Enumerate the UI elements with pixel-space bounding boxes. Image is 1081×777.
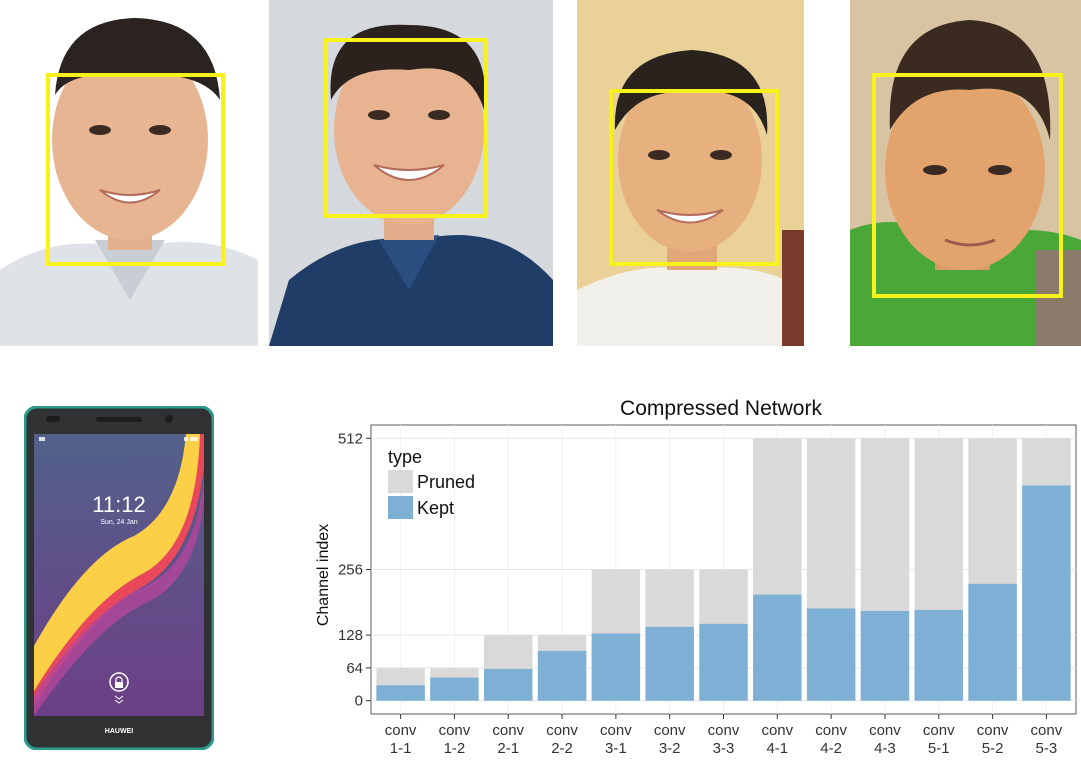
bar-kept bbox=[753, 594, 802, 701]
x-tick-label: conv bbox=[708, 722, 740, 739]
x-tick-label: conv bbox=[815, 722, 847, 739]
lock-screen-time: 11:12 bbox=[92, 492, 145, 517]
lock-screen-date: Sun, 24 Jan bbox=[100, 519, 137, 526]
bar-kept bbox=[968, 583, 1017, 701]
x-tick-label: 1-1 bbox=[390, 740, 412, 757]
x-tick-label: conv bbox=[385, 722, 417, 739]
bar-kept bbox=[860, 611, 910, 701]
smartphone-illustration: 11:12 Sun, 24 Jan HAUWEI bbox=[23, 405, 215, 751]
legend-swatch bbox=[388, 470, 413, 493]
x-tick-label: conv bbox=[869, 722, 901, 739]
legend-swatch bbox=[388, 496, 413, 519]
bar-kept bbox=[537, 650, 587, 701]
x-tick-label: 3-3 bbox=[713, 740, 735, 757]
face-bounding-box bbox=[872, 73, 1063, 298]
face-photo-4 bbox=[850, 0, 1081, 346]
chart-title: Compressed Network bbox=[620, 397, 822, 420]
y-axis: 0 64 128 256 512 bbox=[338, 430, 371, 710]
x-tick-label: 2-1 bbox=[497, 740, 519, 757]
legend-label: Kept bbox=[417, 498, 454, 518]
bars bbox=[376, 438, 1071, 701]
y-tick-label: 128 bbox=[338, 627, 363, 644]
x-tick-label: conv bbox=[600, 722, 632, 739]
x-tick-label: 3-2 bbox=[659, 740, 681, 757]
x-tick-label: conv bbox=[492, 722, 524, 739]
x-tick-label: 2-2 bbox=[551, 740, 573, 757]
x-tick-label: conv bbox=[546, 722, 578, 739]
bar-kept bbox=[376, 685, 425, 701]
y-tick-label: 64 bbox=[346, 660, 363, 677]
legend-title: type bbox=[388, 447, 422, 467]
x-axis: conv1-1conv1-2conv2-1conv2-2conv3-1conv3… bbox=[385, 714, 1063, 757]
x-tick-label: 4-2 bbox=[820, 740, 842, 757]
x-tick-label: 5-2 bbox=[982, 740, 1004, 757]
y-tick-label: 256 bbox=[338, 562, 363, 579]
bar-kept bbox=[430, 677, 479, 701]
x-tick-label: conv bbox=[761, 722, 793, 739]
face-bounding-box bbox=[609, 89, 779, 266]
x-tick-label: 5-3 bbox=[1036, 740, 1058, 757]
bar-kept bbox=[484, 668, 533, 701]
x-tick-label: conv bbox=[1031, 722, 1063, 739]
y-tick-label: 512 bbox=[338, 430, 363, 447]
bar-kept bbox=[591, 633, 641, 701]
bar-kept bbox=[699, 623, 748, 701]
x-tick-label: 4-3 bbox=[874, 740, 896, 757]
legend-label: Pruned bbox=[417, 472, 475, 492]
y-axis-label: Channel index bbox=[315, 524, 332, 626]
phone-brand: HAUWEI bbox=[105, 728, 133, 735]
x-tick-label: conv bbox=[439, 722, 471, 739]
face-photo-3 bbox=[577, 0, 804, 346]
bar-kept bbox=[914, 609, 963, 701]
x-tick-label: 5-1 bbox=[928, 740, 950, 757]
x-tick-label: conv bbox=[654, 722, 686, 739]
bar-kept bbox=[806, 608, 856, 701]
face-bounding-box bbox=[46, 73, 225, 266]
lock-icon[interactable] bbox=[109, 672, 129, 704]
x-tick-label: conv bbox=[977, 722, 1009, 739]
face-bounding-box bbox=[324, 38, 488, 218]
y-tick-label: 0 bbox=[355, 693, 363, 710]
legend: type Pruned Kept bbox=[388, 447, 475, 519]
x-tick-label: conv bbox=[923, 722, 955, 739]
face-photo-1 bbox=[0, 0, 258, 346]
face-photo-2 bbox=[269, 0, 553, 346]
x-tick-label: 4-1 bbox=[766, 740, 788, 757]
bar-kept bbox=[645, 626, 694, 701]
x-tick-label: 1-2 bbox=[444, 740, 466, 757]
x-tick-label: 3-1 bbox=[605, 740, 627, 757]
bar-kept bbox=[1022, 485, 1071, 701]
compressed-network-chart: Compressed Network Channel index 0 64 128 2… bbox=[315, 397, 1077, 757]
